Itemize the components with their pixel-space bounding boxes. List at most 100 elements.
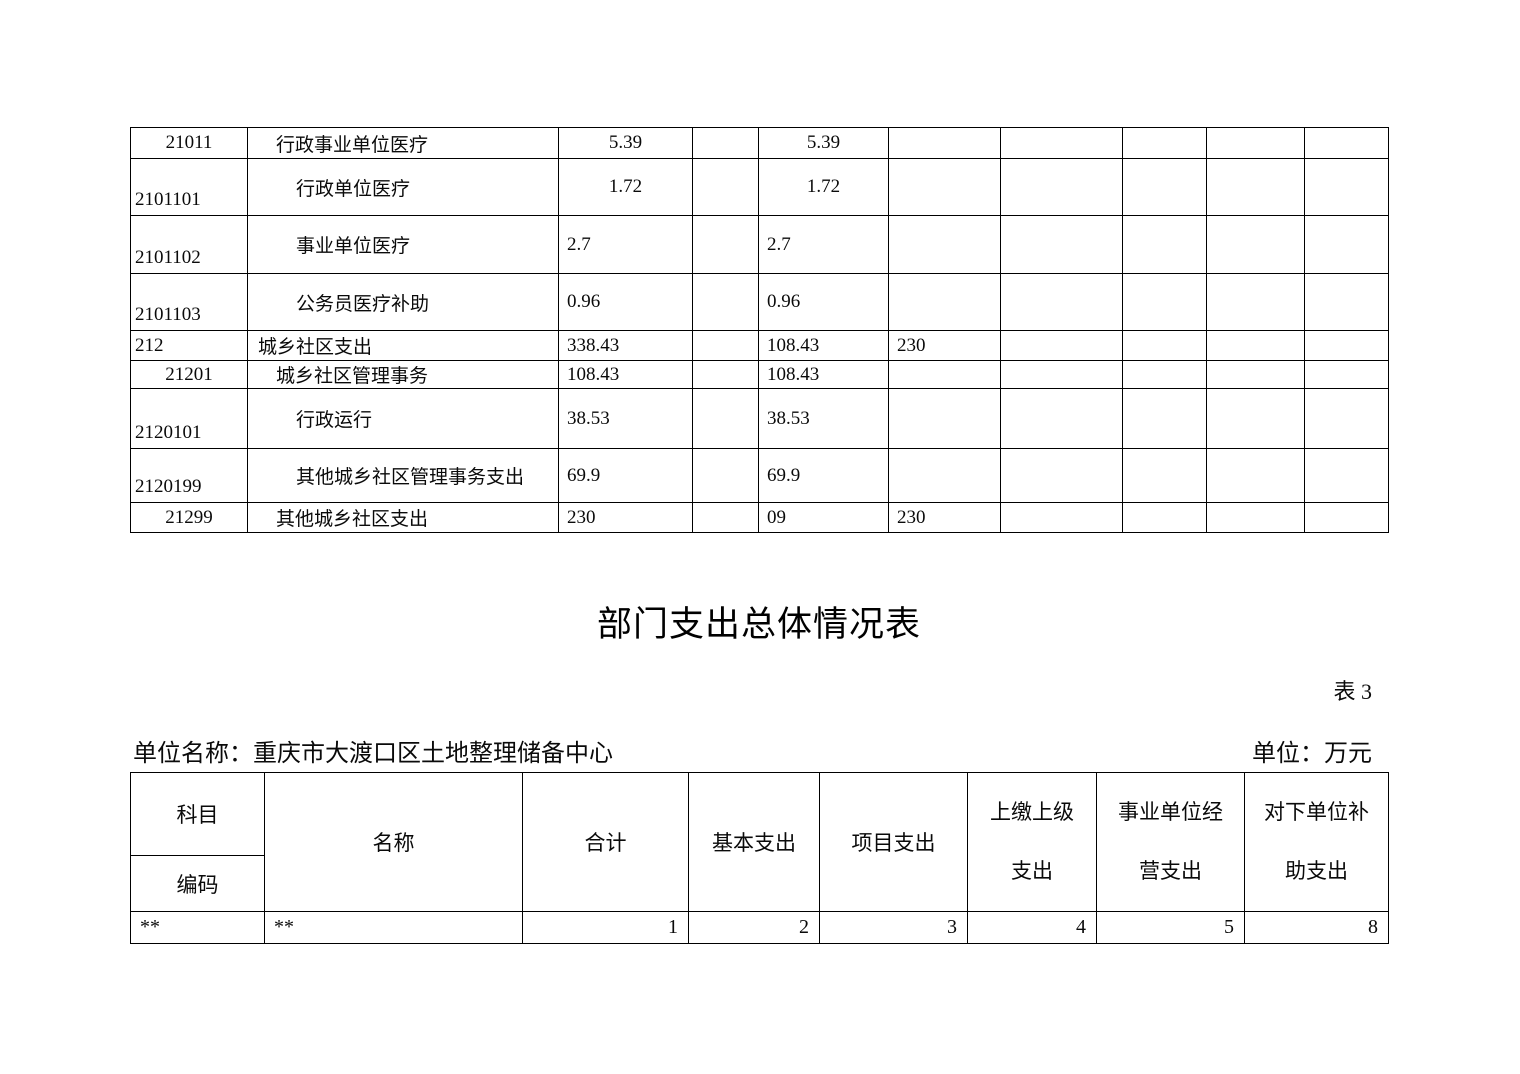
header-code-cell: 编码	[130, 855, 265, 912]
basic-cell: 5.39	[758, 127, 889, 159]
total-cell: 0.96	[558, 273, 693, 331]
total-cell: 338.43	[558, 330, 693, 361]
empty-cell	[692, 215, 759, 274]
empty-cell	[1000, 215, 1123, 274]
basic-cell: 0.96	[758, 273, 889, 331]
empty-cell	[1304, 388, 1389, 449]
name-cell: 其他城乡社区管理事务支出	[247, 448, 559, 503]
project-cell: 3	[819, 911, 968, 944]
empty-cell	[1122, 158, 1207, 216]
empty-cell	[1122, 273, 1207, 331]
unit-name-line: 单位名称：重庆市大渡口区土地整理储备中心	[133, 740, 613, 767]
empty-cell	[1304, 360, 1389, 389]
project-cell: 230	[888, 502, 1001, 533]
basic-cell: 108.43	[758, 360, 889, 389]
total-cell: 230	[558, 502, 693, 533]
operating-cell: 5	[1096, 911, 1245, 944]
empty-cell	[1122, 448, 1207, 503]
empty-cell	[692, 388, 759, 449]
basic-cell: 1.72	[758, 158, 889, 216]
empty-cell	[1206, 158, 1305, 216]
project-cell	[888, 215, 1001, 274]
total-cell: 69.9	[558, 448, 693, 503]
empty-cell	[692, 448, 759, 503]
empty-cell	[1122, 330, 1207, 361]
header-subject-cell: 科目	[130, 772, 265, 856]
empty-cell	[1206, 330, 1305, 361]
empty-cell	[1000, 388, 1123, 449]
table-row: 212 城乡社区支出 338.43 108.43 230	[130, 330, 1389, 361]
name-cell: 事业单位医疗	[247, 215, 559, 274]
expenditure-detail-table: 21011 行政事业单位医疗 5.39 5.39 2101101 行政单位医疗 …	[130, 127, 1389, 533]
empty-cell	[1304, 158, 1389, 216]
empty-cell	[1122, 127, 1207, 159]
table-row: 2101102 事业单位医疗 2.7 2.7	[130, 215, 1389, 274]
total-cell: 108.43	[558, 360, 693, 389]
code-cell: 2101101	[130, 158, 248, 216]
table-row: 2120101 行政运行 38.53 38.53	[130, 388, 1389, 449]
table-row: 21201 城乡社区管理事务 108.43 108.43	[130, 360, 1389, 389]
project-cell	[888, 127, 1001, 159]
basic-cell: 09	[758, 502, 889, 533]
name-cell: 行政单位医疗	[247, 158, 559, 216]
header-total-cell: 合计	[522, 772, 689, 912]
empty-cell	[1122, 502, 1207, 533]
empty-cell	[1206, 448, 1305, 503]
empty-cell	[1304, 273, 1389, 331]
total-cell: 2.7	[558, 215, 693, 274]
empty-cell	[1000, 158, 1123, 216]
header-project-cell: 项目支出	[819, 772, 968, 912]
table-row: 2120199 其他城乡社区管理事务支出 69.9 69.9	[130, 448, 1389, 503]
name-cell: 行政事业单位医疗	[247, 127, 559, 159]
empty-cell	[692, 502, 759, 533]
project-cell	[888, 158, 1001, 216]
empty-cell	[1206, 127, 1305, 159]
header-upper-level-line2: 支出	[1011, 859, 1053, 883]
table-row: 2101101 行政单位医疗 1.72 1.72	[130, 158, 1389, 216]
code-cell: 2120101	[130, 388, 248, 449]
header-subsidy-line2: 助支出	[1285, 859, 1348, 883]
empty-cell	[692, 127, 759, 159]
code-cell: 21011	[130, 127, 248, 159]
table-row: 21011 行政事业单位医疗 5.39 5.39	[130, 127, 1389, 159]
table-number: 表 3	[1333, 679, 1372, 704]
header-operating-line1: 事业单位经	[1118, 800, 1223, 824]
code-cell: 2120199	[130, 448, 248, 503]
code-cell: 212	[130, 330, 248, 361]
name-cell: 行政运行	[247, 388, 559, 449]
empty-cell	[1206, 360, 1305, 389]
header-row-bottom: 编码	[130, 855, 1389, 912]
empty-cell	[1000, 360, 1123, 389]
header-operating-line2: 营支出	[1139, 859, 1202, 883]
empty-cell	[692, 360, 759, 389]
empty-cell	[1122, 360, 1207, 389]
project-cell	[888, 448, 1001, 503]
header-name-cell: 名称	[264, 772, 523, 912]
header-basic-cell: 基本支出	[688, 772, 820, 912]
project-cell: 230	[888, 330, 1001, 361]
code-cell: 21299	[130, 502, 248, 533]
header-upper-level-cell: 上缴上级 支出	[967, 772, 1097, 912]
project-cell	[888, 360, 1001, 389]
code-cell: **	[130, 911, 265, 944]
table-row: 2101103 公务员医疗补助 0.96 0.96	[130, 273, 1389, 331]
basic-cell: 69.9	[758, 448, 889, 503]
empty-cell	[1304, 127, 1389, 159]
empty-cell	[1304, 448, 1389, 503]
table-row: ** ** 1 2 3 4 5 8	[130, 911, 1389, 944]
total-cell: 5.39	[558, 127, 693, 159]
header-subsidy-line1: 对下单位补	[1264, 800, 1369, 824]
total-cell: 1.72	[558, 158, 693, 216]
header-upper-level-line1: 上缴上级	[990, 800, 1074, 824]
empty-cell	[1206, 502, 1305, 533]
empty-cell	[1000, 448, 1123, 503]
code-cell: 2101103	[130, 273, 248, 331]
empty-cell	[692, 158, 759, 216]
name-cell: 城乡社区管理事务	[247, 360, 559, 389]
name-cell: 公务员医疗补助	[247, 273, 559, 331]
empty-cell	[692, 273, 759, 331]
header-row-top: 科目 名称 合计 基本支出 项目支出 上缴上级 支出 事业单位经 营支出 对下单…	[130, 772, 1389, 912]
empty-cell	[1122, 388, 1207, 449]
total-cell: 38.53	[558, 388, 693, 449]
subsidy-cell: 8	[1244, 911, 1389, 944]
